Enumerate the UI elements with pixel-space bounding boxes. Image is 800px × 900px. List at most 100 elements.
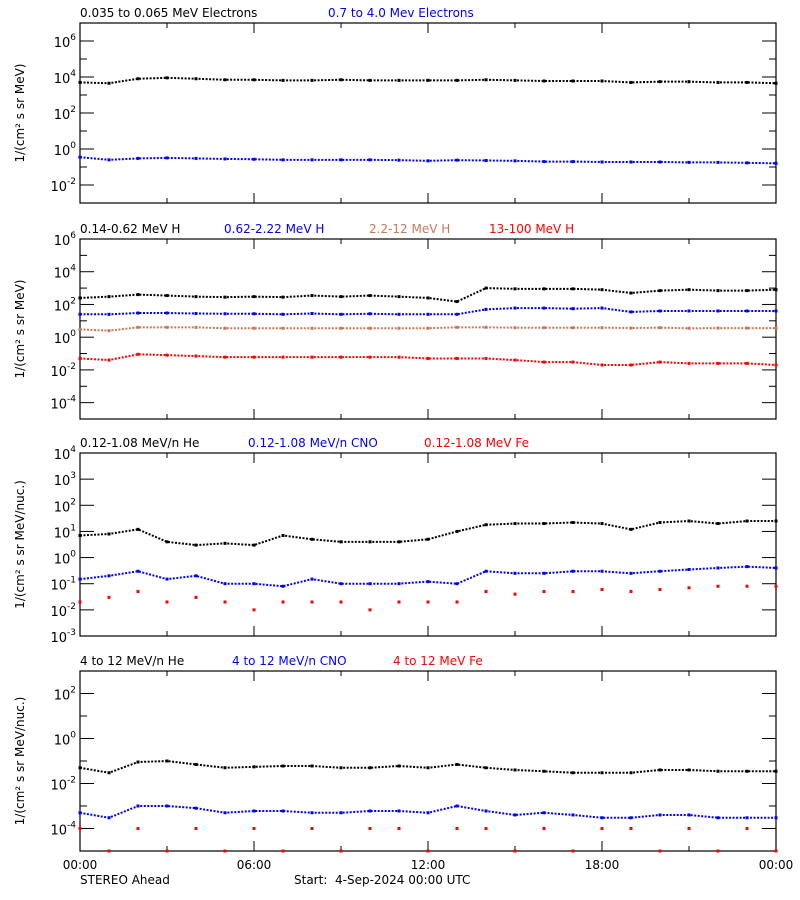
data-point: [600, 827, 604, 830]
data-point: [542, 827, 546, 830]
data-point: [107, 295, 111, 299]
data-point: [339, 600, 343, 604]
data-point: [339, 849, 343, 853]
data-point: [223, 541, 227, 545]
data-point: [455, 582, 459, 586]
data-point: [455, 300, 459, 304]
data-point: [716, 361, 720, 365]
data-point: [542, 326, 546, 330]
data-point: [310, 811, 314, 815]
data-point: [513, 358, 517, 362]
data-point: [165, 311, 169, 315]
data-point: [687, 519, 691, 523]
data-point: [571, 813, 575, 817]
data-point: [310, 537, 314, 541]
data-point: [629, 310, 633, 314]
data-point: [716, 566, 720, 570]
data-point: [165, 353, 169, 357]
legend-entry: 13-100 MeV H: [489, 222, 574, 236]
data-point: [339, 312, 343, 316]
data-point: [281, 355, 285, 359]
data-point: [455, 529, 459, 533]
y-tick-label: 10-4: [50, 395, 76, 413]
x-tick-label: 06:00: [237, 858, 272, 872]
series-0-035-to-0-065-mev-electrons: [78, 76, 778, 85]
data-point: [571, 771, 575, 775]
data-point: [658, 80, 662, 84]
data-point: [455, 78, 459, 82]
series-13-100-mev-h: [78, 352, 778, 367]
data-point: [774, 288, 778, 292]
data-point: [542, 306, 546, 310]
data-point: [745, 827, 749, 830]
data-point: [542, 769, 546, 773]
data-point: [774, 309, 778, 313]
y-tick-label: 100: [54, 731, 77, 749]
data-point: [397, 809, 401, 813]
data-point: [194, 543, 198, 547]
data-point: [165, 294, 169, 298]
data-point: [426, 356, 430, 360]
data-point: [194, 77, 198, 81]
legend-entry: 0.035 to 0.065 MeV Electrons: [80, 6, 257, 20]
plot-frame: [79, 452, 777, 637]
data-point: [774, 849, 778, 853]
data-point: [687, 326, 691, 330]
data-point: [629, 363, 633, 367]
data-point: [716, 849, 720, 853]
data-point: [426, 296, 430, 300]
data-point: [281, 326, 285, 330]
data-point: [571, 160, 575, 164]
data-point: [136, 527, 140, 531]
data-point: [136, 293, 140, 297]
data-point: [281, 533, 285, 537]
legend-entry: 0.62-2.22 MeV H: [224, 222, 324, 236]
data-point: [78, 356, 82, 360]
y-tick-label: 100: [54, 329, 77, 347]
data-point: [252, 543, 256, 547]
data-point: [571, 79, 575, 83]
data-point: [252, 295, 256, 299]
data-point: [484, 78, 488, 82]
data-point: [281, 809, 285, 813]
data-point: [687, 827, 691, 830]
y-tick-label: 100: [54, 141, 77, 159]
series-2-2-12-mev-h: [78, 325, 778, 333]
y-tick-label: 10-2: [50, 177, 76, 195]
data-point: [397, 326, 401, 330]
data-point: [339, 158, 343, 162]
data-point: [513, 522, 517, 526]
data-point: [600, 569, 604, 573]
data-point: [223, 811, 227, 815]
data-point: [136, 325, 140, 329]
data-point: [281, 78, 285, 82]
data-point: [600, 306, 604, 310]
legend-entry: 4 to 12 MeV/n CNO: [232, 654, 347, 668]
data-point: [368, 78, 372, 82]
data-point: [165, 76, 169, 80]
data-point: [165, 540, 169, 544]
data-point: [281, 849, 285, 853]
data-point: [426, 159, 430, 163]
data-point: [339, 811, 343, 815]
x-tick-label: 12:00: [411, 858, 446, 872]
data-point: [687, 567, 691, 571]
data-point: [281, 764, 285, 768]
data-point: [194, 156, 198, 160]
data-point: [745, 565, 749, 569]
data-point: [252, 765, 256, 769]
data-point: [107, 595, 111, 599]
data-point: [484, 286, 488, 290]
data-point: [194, 295, 198, 299]
data-point: [455, 356, 459, 360]
data-point: [107, 329, 111, 333]
data-point: [455, 325, 459, 329]
data-point: [745, 289, 749, 293]
data-point: [629, 571, 633, 575]
data-point: [107, 849, 111, 853]
data-point: [107, 771, 111, 775]
data-point: [223, 355, 227, 359]
data-point: [368, 326, 372, 330]
data-point: [223, 326, 227, 330]
series-0-7-to-4-0-mev-electrons: [78, 155, 778, 165]
